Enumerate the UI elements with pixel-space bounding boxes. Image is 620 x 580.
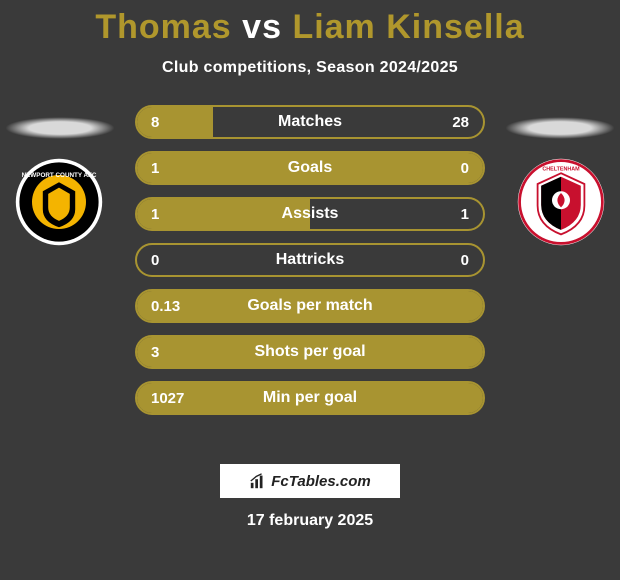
date-label: 17 february 2025: [0, 512, 620, 530]
stat-value-left: 8: [137, 114, 217, 131]
stat-row: 1Goals0: [135, 151, 485, 185]
stat-row: 0Hattricks0: [135, 243, 485, 277]
stat-label: Assists: [217, 205, 403, 223]
stat-label: Hattricks: [217, 251, 403, 269]
stat-value-left: 1: [137, 160, 217, 177]
player1-shadow: [5, 117, 115, 139]
vs-label: vs: [242, 8, 282, 46]
subtitle: Club competitions, Season 2024/2025: [0, 59, 620, 77]
stat-row: 8Matches28: [135, 105, 485, 139]
stat-row: 0.13Goals per match: [135, 289, 485, 323]
stat-value-right: 0: [403, 252, 483, 269]
team-crest-right: CHELTENHAM: [516, 157, 606, 247]
watermark: FcTables.com: [220, 464, 400, 498]
stat-label: Goals: [217, 159, 403, 177]
stat-value-left: 0.13: [137, 298, 217, 315]
player2-name: Liam Kinsella: [292, 8, 524, 46]
stat-value-left: 1: [137, 206, 217, 223]
stat-row: 1Assists1: [135, 197, 485, 231]
player1-name: Thomas: [95, 8, 231, 46]
player2-shadow: [505, 117, 615, 139]
stat-row: 1027Min per goal: [135, 381, 485, 415]
page-title: Thomas vs Liam Kinsella: [0, 0, 620, 47]
svg-text:CHELTENHAM: CHELTENHAM: [542, 167, 580, 173]
svg-text:NEWPORT COUNTY AFC: NEWPORT COUNTY AFC: [22, 172, 97, 179]
stat-label: Matches: [217, 113, 403, 131]
stats-container: 8Matches281Goals01Assists10Hattricks00.1…: [135, 105, 485, 427]
stat-label: Goals per match: [217, 297, 403, 315]
stat-value-right: 28: [403, 114, 483, 131]
stat-label: Shots per goal: [217, 343, 403, 361]
chart-icon: [249, 472, 267, 490]
comparison-stage: NEWPORT COUNTY AFC CHELTENHAM 8Matches28…: [0, 105, 620, 445]
newport-county-crest-icon: NEWPORT COUNTY AFC: [14, 157, 104, 247]
cheltenham-town-crest-icon: CHELTENHAM: [516, 157, 606, 247]
stat-value-right: 0: [403, 160, 483, 177]
watermark-text: FcTables.com: [271, 473, 370, 490]
team-crest-left: NEWPORT COUNTY AFC: [14, 157, 104, 247]
stat-value-right: 1: [403, 206, 483, 223]
stat-value-left: 1027: [137, 390, 217, 407]
stat-value-left: 3: [137, 344, 217, 361]
stat-label: Min per goal: [217, 389, 403, 407]
stat-value-left: 0: [137, 252, 217, 269]
stat-row: 3Shots per goal: [135, 335, 485, 369]
